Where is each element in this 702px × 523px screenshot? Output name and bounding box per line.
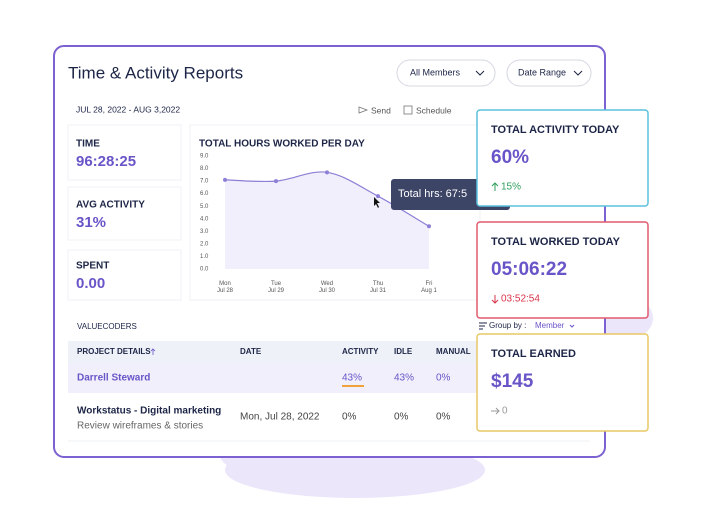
card-value: $145 <box>491 371 534 392</box>
y-tick-label: 2.0 <box>200 241 209 247</box>
cell: Darrell Steward <box>77 373 150 384</box>
x-tick-label: Mon Jul 28 <box>217 281 234 294</box>
card-title: TOTAL WORKED TODAY <box>491 236 621 248</box>
x-tick-date: Jul 30 <box>319 288 336 294</box>
underline <box>342 385 364 387</box>
cell: 0% <box>436 412 451 423</box>
action[interactable]: Schedule <box>416 105 452 115</box>
point <box>274 179 278 184</box>
x-tick-date: Jul 31 <box>370 288 387 294</box>
y-tick-label: 1.0 <box>200 254 209 260</box>
column-header: DATE <box>240 347 262 356</box>
flat-arrow <box>491 407 500 415</box>
y-tick-label: 6.0 <box>200 191 209 197</box>
stat-value: 96:28:25 <box>76 153 136 170</box>
point <box>223 177 227 182</box>
point <box>427 224 431 229</box>
stat-box <box>67 124 182 181</box>
stat-value: 0.00 <box>76 275 105 292</box>
y-tick-label: 5.0 <box>200 204 209 210</box>
stat-label: TIME <box>76 139 100 150</box>
chart: 0.0 1.0 2.0 3.0 4.0 5.0 6.0 7.0 8.0 9.0 Mon Jul 28 T… <box>200 154 437 294</box>
group-by-value[interactable]: Member <box>535 321 565 330</box>
cursor <box>374 197 380 208</box>
column-header: ACTIVITY <box>342 347 379 356</box>
cell: Mon, Jul 28, 2022 <box>240 412 320 423</box>
x-tick-date: Aug 1 <box>421 288 437 294</box>
cell: 43% <box>394 373 414 384</box>
x-tick-day: Tue <box>271 281 282 287</box>
send-icon <box>358 106 369 114</box>
card-title: TOTAL EARNED <box>491 348 576 360</box>
x-tick-label: Fri Aug 1 <box>421 281 437 294</box>
filter-button[interactable] <box>396 59 496 87</box>
card-change: 03:52:54 <box>501 294 540 305</box>
card <box>476 221 649 319</box>
card-value: 60% <box>491 147 529 168</box>
team: VALUECODERS <box>77 322 137 331</box>
card-change: 15% <box>501 182 521 193</box>
chevron <box>569 324 575 328</box>
stat-label: SPENT <box>76 261 109 272</box>
x-tick-day: Thu <box>373 281 383 287</box>
card-value: 05:06:22 <box>491 259 567 280</box>
y-tick-label: 0.0 <box>200 267 209 273</box>
column-header: IDLE <box>394 347 413 356</box>
y-tick-label: 9.0 <box>200 154 209 160</box>
cell: 0% <box>342 412 357 423</box>
date-range: JUL 28, 2022 - AUG 3,2022 <box>76 104 180 114</box>
column-header: MANUAL <box>436 347 471 356</box>
filter-label[interactable]: All Members <box>410 67 461 77</box>
chevron <box>573 70 583 76</box>
column-header: PROJECT DETAILS <box>77 347 151 356</box>
x-tick-day: Fri <box>426 281 433 287</box>
group-icon <box>479 322 487 330</box>
filter-button[interactable] <box>506 59 592 87</box>
stat-box <box>67 186 182 241</box>
down-arrow <box>491 295 499 304</box>
title: Time & Activity Reports <box>68 63 243 82</box>
stat-label: AVG ACTIVITY <box>76 200 145 211</box>
point <box>325 170 329 175</box>
y-tick-label: 3.0 <box>200 229 209 235</box>
card-change: 0 <box>502 406 508 417</box>
filter-label[interactable]: Date Range <box>518 67 566 77</box>
cell: 43% <box>342 373 362 384</box>
table-header <box>68 341 590 363</box>
chevron <box>475 70 485 76</box>
cell: 0% <box>436 373 451 384</box>
x-tick-label: Wed Jul 30 <box>319 281 336 294</box>
tooltip-text: Total hrs: 67:5 <box>398 188 467 200</box>
x-tick-date: Jul 29 <box>268 288 285 294</box>
up-arrow <box>491 182 499 191</box>
cell: Review wireframes & stories <box>77 421 203 432</box>
card-title: TOTAL ACTIVITY TODAY <box>491 124 620 136</box>
sort-icon <box>150 348 156 355</box>
x-tick-date: Jul 28 <box>217 288 234 294</box>
chart-title: TOTAL HOURS WORKED PER DAY <box>199 139 365 150</box>
x-tick-label: Thu Jul 31 <box>370 281 387 294</box>
y-tick-label: 4.0 <box>200 216 209 222</box>
x-tick-label: Tue Jul 29 <box>268 281 285 294</box>
schedule-icon <box>403 105 413 115</box>
card <box>476 109 649 207</box>
card <box>476 333 649 432</box>
point <box>376 194 380 199</box>
x-tick-day: Mon <box>219 281 231 287</box>
cell: 0% <box>394 412 409 423</box>
cell: Workstatus - Digital marketing <box>77 406 221 417</box>
stat-value: 31% <box>76 214 106 231</box>
stat-box <box>67 249 182 301</box>
y-tick-label: 8.0 <box>200 166 209 172</box>
x-tick-day: Wed <box>321 281 333 287</box>
action[interactable]: Send <box>371 105 391 115</box>
y-tick-label: 7.0 <box>200 179 209 185</box>
group-by-label: Group by : <box>489 321 526 330</box>
